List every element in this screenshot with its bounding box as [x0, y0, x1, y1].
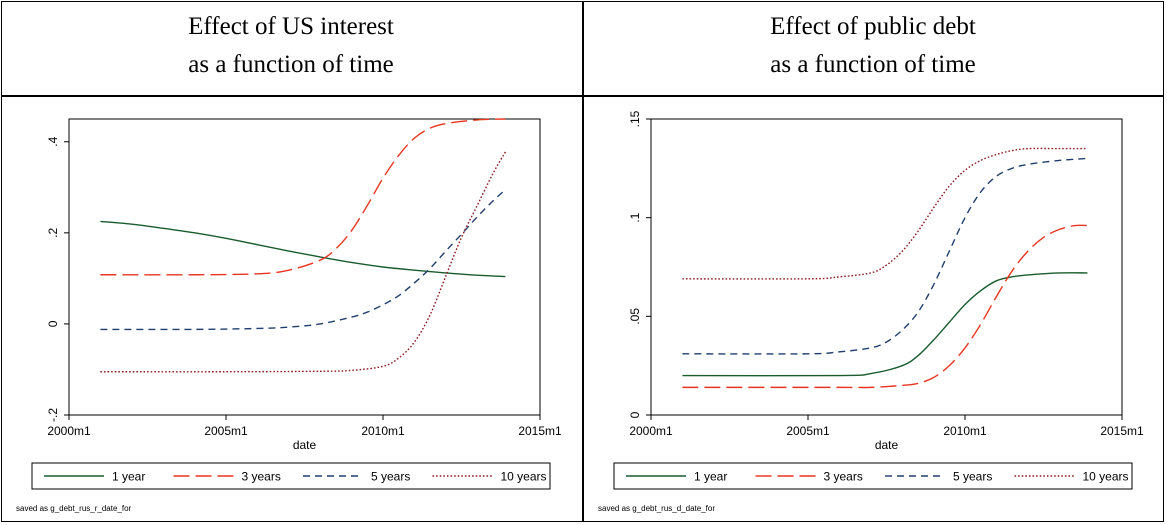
panel-title-left-line1: Effect of US interest [188, 13, 394, 40]
x-tick-label: 2015m1 [1100, 424, 1144, 438]
y-tick-label: .4 [46, 136, 60, 146]
panel-title-left-line2: as a function of time [188, 51, 394, 78]
y-tick-label: .1 [628, 212, 642, 222]
series-line [682, 224, 1088, 389]
chart-public-debt: 0 .05 .1 .15 2000m1 2005m1 2010m1 2015m1 date 1 y… [598, 110, 1144, 513]
legend-label: 1 year [694, 470, 727, 484]
series-line [682, 272, 1088, 377]
x-tick-label: 2005m1 [204, 424, 248, 438]
legend-label: 5 years [953, 470, 992, 484]
header-divider [2, 95, 1163, 97]
column-divider [582, 2, 584, 521]
y-tick-label: .15 [628, 110, 642, 127]
y-tick-label: .2 [46, 228, 60, 238]
x-tick-label: 2000m1 [47, 424, 91, 438]
series-line [682, 147, 1088, 280]
series-line [100, 151, 507, 373]
plot-area [68, 118, 541, 416]
legend-label: 3 years [824, 470, 863, 484]
series-line [100, 220, 506, 278]
legend-label: 1 year [112, 470, 145, 484]
x-tick-label: 2015m1 [518, 424, 562, 438]
series-line [100, 118, 506, 276]
legend-label: 10 years [1083, 470, 1129, 484]
legend-label: 3 years [242, 470, 281, 484]
legend-label: 10 years [501, 470, 547, 484]
panel-title-right-line2: as a function of time [770, 51, 976, 78]
x-tick-label: 2010m1 [943, 424, 987, 438]
legend-label: 5 years [371, 470, 410, 484]
y-tick-label: 0 [46, 320, 60, 327]
panel-title-right-line1: Effect of public debt [770, 13, 976, 40]
y-tick-label: -.2 [46, 408, 60, 422]
x-axis-label: date [875, 438, 899, 452]
series-line [682, 157, 1088, 355]
x-tick-label: 2000m1 [629, 424, 673, 438]
x-tick-label: 2005m1 [786, 424, 830, 438]
x-axis-label: date [293, 438, 317, 452]
plot-area [650, 118, 1123, 416]
legend-box [613, 462, 1133, 490]
chart-note: saved as g_debt_rus_d_date_for [598, 504, 715, 513]
chart-us-interest: -.2 0 .2 .4 2000m1 2005m1 2010m1 2015m1 date 1 ye… [16, 118, 562, 513]
legend-box [31, 462, 551, 490]
y-tick-label: 0 [628, 411, 642, 418]
panel-title-right: Effect of public debt as a function of t… [584, 8, 1162, 84]
chart-note: saved as g_debt_rus_r_date_for [16, 504, 132, 513]
y-tick-label: .05 [628, 308, 642, 325]
panel-title-left: Effect of US interest as a function of t… [2, 8, 580, 84]
x-tick-label: 2010m1 [361, 424, 405, 438]
series-line [100, 189, 506, 331]
